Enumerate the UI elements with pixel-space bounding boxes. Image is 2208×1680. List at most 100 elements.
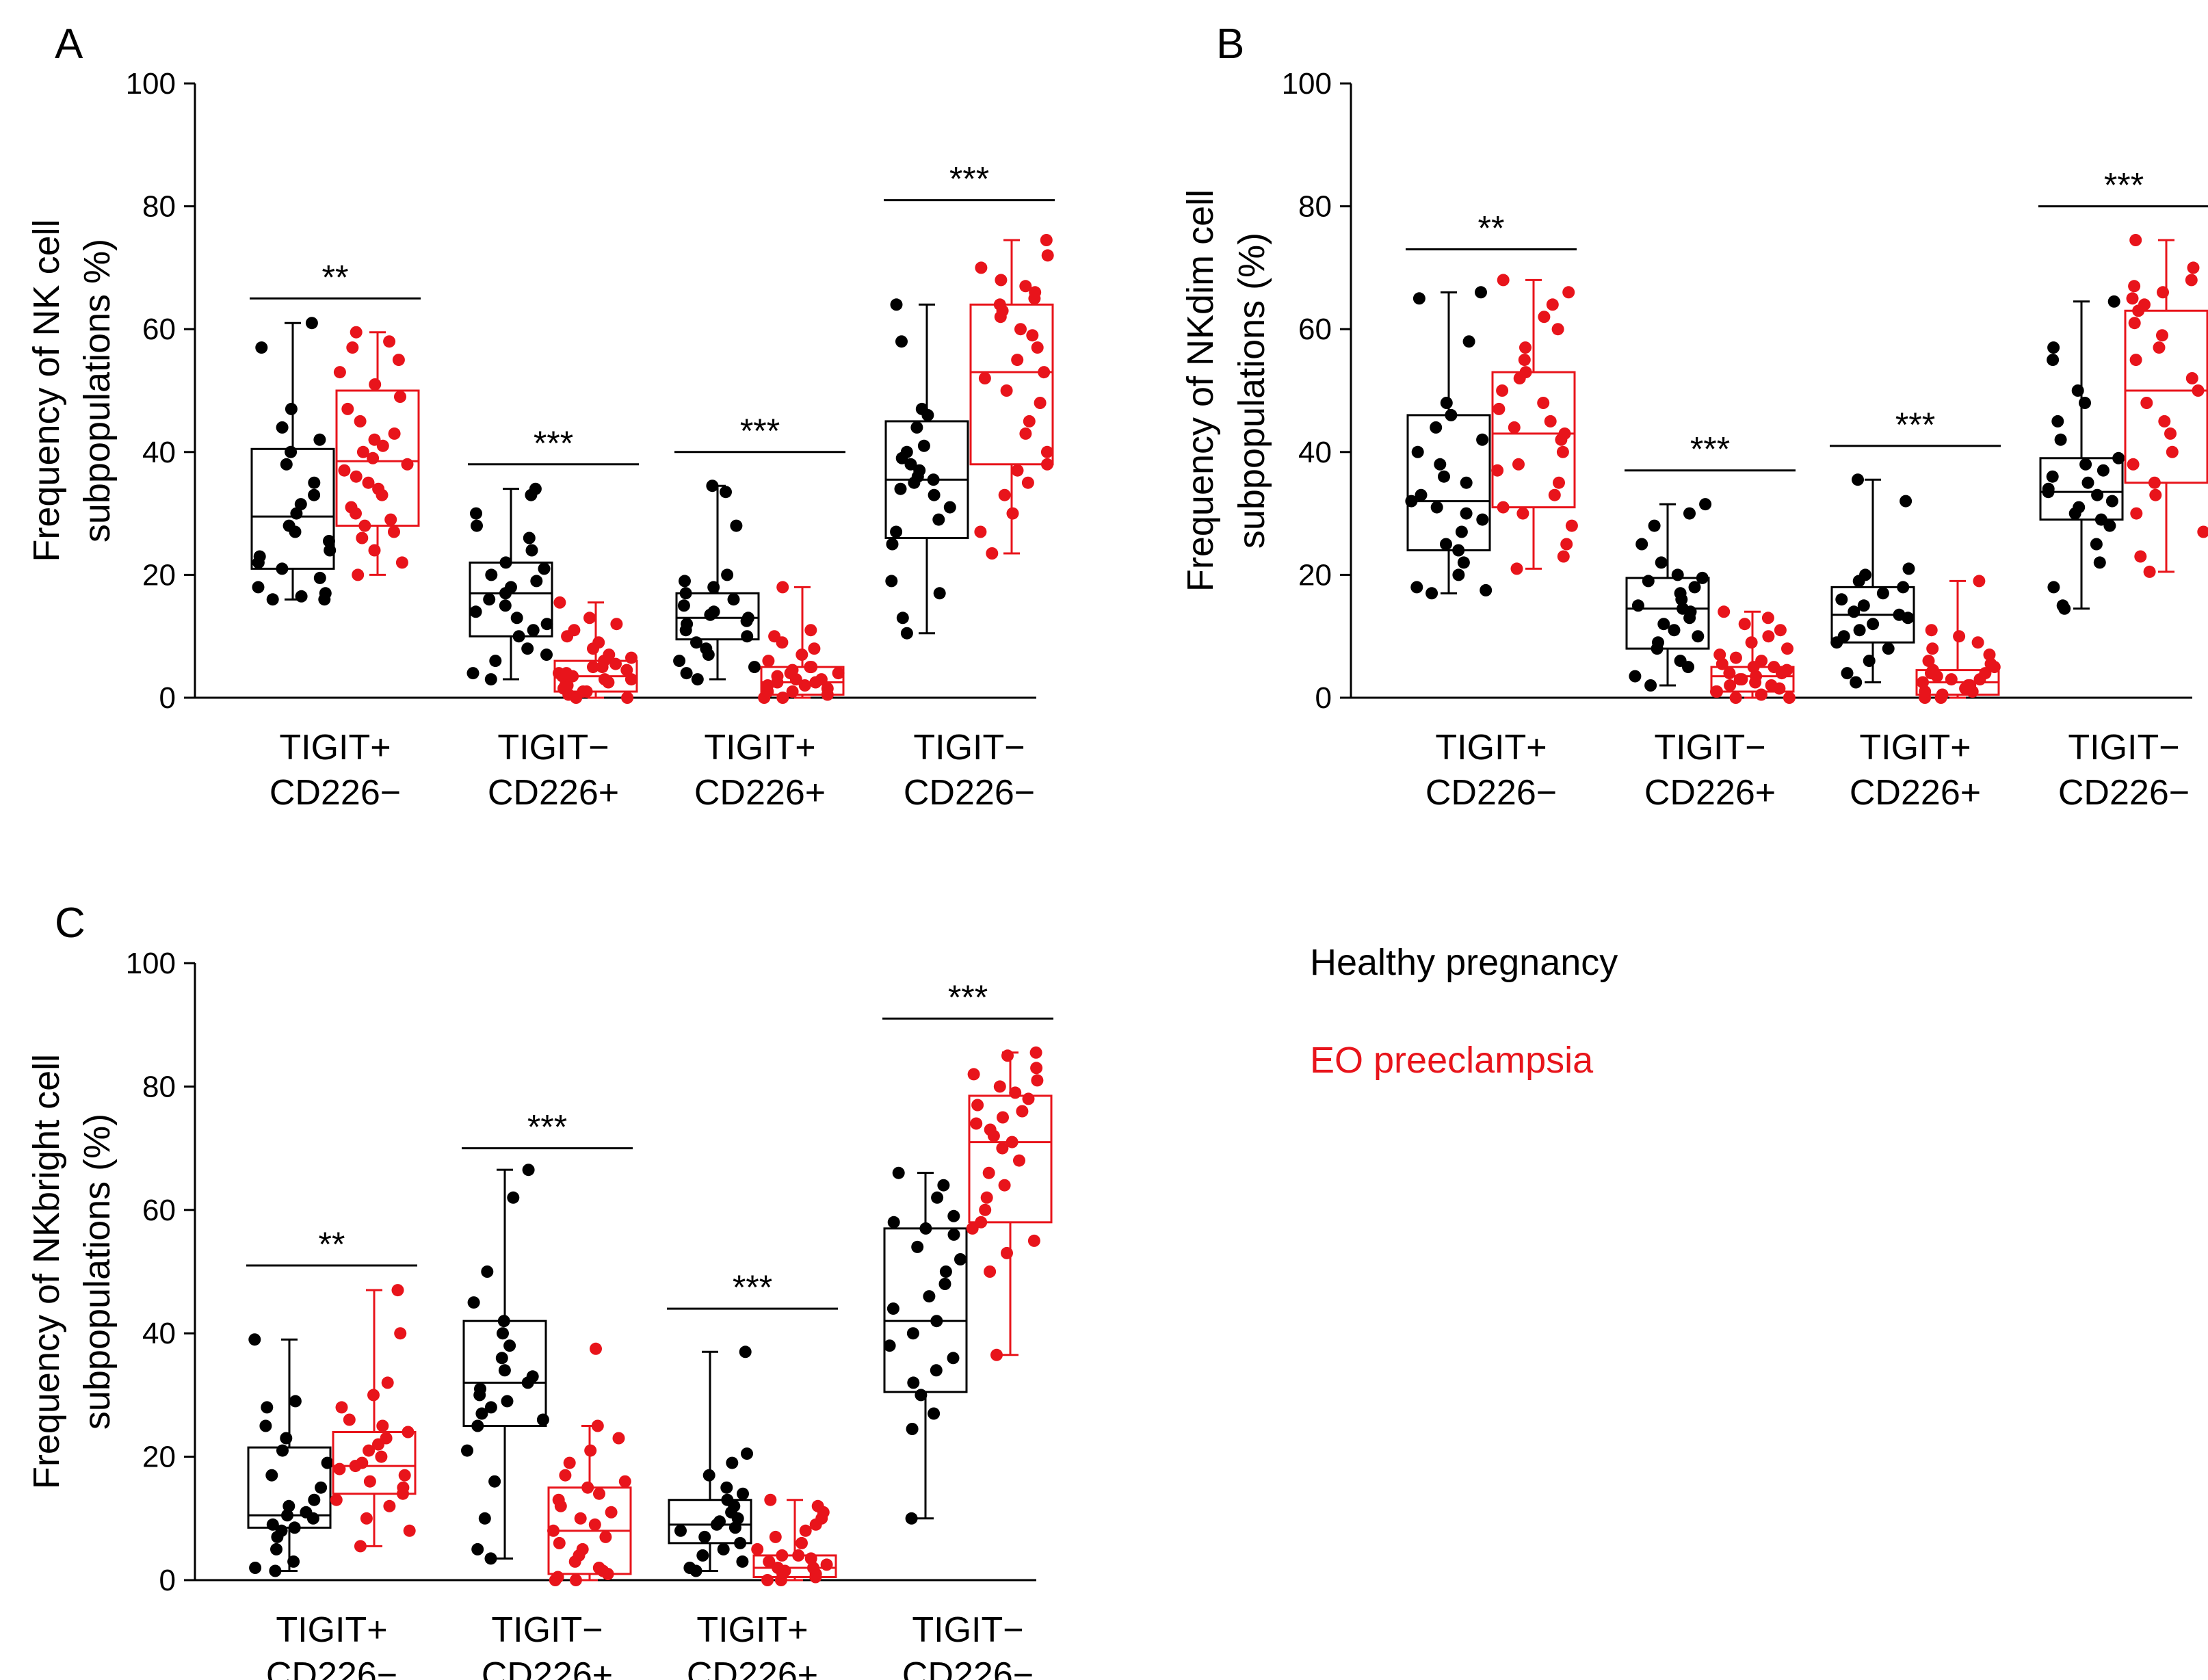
data-point xyxy=(2081,476,2094,489)
data-point xyxy=(352,568,365,581)
data-point xyxy=(471,519,483,532)
data-point xyxy=(1041,458,1053,471)
data-point xyxy=(1455,525,1468,538)
data-point xyxy=(2046,470,2059,483)
data-point xyxy=(392,354,405,367)
y-tick-label: 20 xyxy=(142,1441,176,1474)
data-point xyxy=(538,562,551,575)
data-point xyxy=(1040,234,1053,246)
data-point xyxy=(2079,458,2092,471)
x-tick-label: TIGIT− xyxy=(1654,728,1765,767)
data-point xyxy=(1034,397,1047,409)
data-point xyxy=(1945,673,1958,686)
significance-label: *** xyxy=(949,160,989,198)
data-point xyxy=(2127,458,2140,471)
data-point xyxy=(2128,317,2141,330)
data-point xyxy=(1440,538,1452,551)
data-point xyxy=(698,1530,711,1543)
data-point xyxy=(381,1376,394,1389)
data-point xyxy=(984,1123,997,1136)
data-point xyxy=(772,1562,785,1574)
data-point xyxy=(970,1117,983,1130)
data-point xyxy=(282,1499,295,1512)
data-point xyxy=(673,655,686,668)
data-point xyxy=(1462,335,1475,348)
data-point xyxy=(1925,624,1938,637)
data-point xyxy=(308,1493,321,1506)
y-tick-label: 80 xyxy=(1298,190,1332,224)
data-point xyxy=(1452,544,1465,557)
data-point xyxy=(1696,571,1709,584)
data-point xyxy=(721,568,734,581)
data-point xyxy=(776,1549,789,1562)
data-point xyxy=(369,378,382,391)
data-point xyxy=(395,556,408,569)
data-point xyxy=(707,581,720,594)
data-point xyxy=(887,1216,900,1229)
significance-label: *** xyxy=(1895,406,1935,444)
data-point xyxy=(2143,565,2156,578)
data-point xyxy=(388,525,400,538)
data-point xyxy=(2079,397,2091,409)
data-point xyxy=(915,402,928,415)
y-tick-label: 40 xyxy=(142,436,176,469)
data-point xyxy=(266,593,279,606)
data-point xyxy=(966,1222,979,1235)
data-point xyxy=(376,439,389,452)
data-point xyxy=(971,1099,984,1112)
data-point xyxy=(734,1536,747,1549)
data-point xyxy=(677,599,690,612)
box xyxy=(1406,414,1491,551)
data-point xyxy=(996,1142,1009,1155)
data-point xyxy=(2185,372,2198,384)
data-point xyxy=(883,1339,896,1352)
data-point xyxy=(900,627,913,640)
data-point xyxy=(547,1524,560,1537)
data-point xyxy=(1026,329,1039,342)
data-point xyxy=(1013,1154,1025,1167)
data-point xyxy=(1031,341,1044,354)
data-point xyxy=(1723,667,1736,680)
data-point xyxy=(998,1179,1011,1192)
data-point xyxy=(1519,341,1532,354)
data-point xyxy=(553,596,566,609)
data-point xyxy=(982,1166,995,1179)
data-point xyxy=(995,274,1008,287)
data-point xyxy=(1762,630,1775,643)
data-point xyxy=(618,1475,631,1488)
data-point xyxy=(1729,692,1742,704)
data-point xyxy=(253,550,266,563)
data-point xyxy=(1853,624,1866,637)
data-point xyxy=(943,501,956,514)
box xyxy=(675,592,760,641)
data-point xyxy=(690,636,702,649)
data-point xyxy=(680,667,693,680)
data-point xyxy=(1953,630,1966,643)
data-point xyxy=(485,568,498,581)
data-point xyxy=(1027,1234,1040,1247)
data-point xyxy=(380,1432,393,1445)
data-point xyxy=(1001,1246,1013,1259)
series-eo xyxy=(333,234,1054,704)
data-point xyxy=(1460,476,1473,489)
y-tick-label: 100 xyxy=(126,67,176,101)
data-point xyxy=(938,1278,951,1290)
data-point xyxy=(401,458,414,471)
y-tick-label: 100 xyxy=(126,947,176,980)
data-point xyxy=(354,1540,367,1553)
y-axis-label: subpopulations (%) xyxy=(77,1114,118,1430)
data-point xyxy=(917,439,930,452)
data-point xyxy=(906,1423,919,1435)
data-point xyxy=(1750,670,1763,683)
data-point xyxy=(886,538,899,551)
significance-label: *** xyxy=(740,412,780,450)
data-point xyxy=(335,1401,348,1414)
data-point xyxy=(362,476,375,489)
data-point xyxy=(333,1462,346,1475)
data-point xyxy=(612,1432,625,1445)
data-point xyxy=(383,1499,396,1512)
data-point xyxy=(930,1364,943,1377)
data-point xyxy=(584,1444,597,1457)
data-point xyxy=(1405,495,1418,508)
box xyxy=(335,389,420,527)
